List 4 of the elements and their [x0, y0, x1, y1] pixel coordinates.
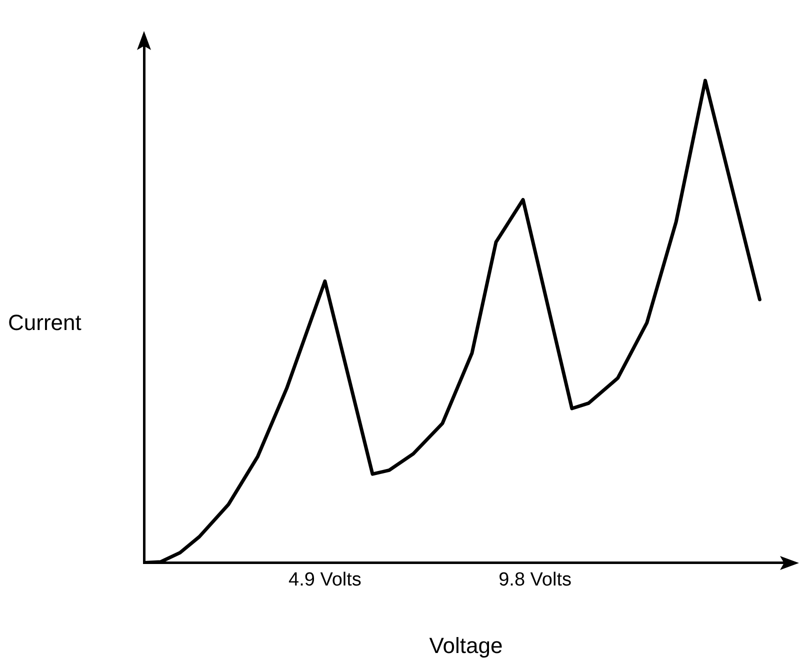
x-axis-title: Voltage [429, 632, 503, 658]
y-axis-title: Current [8, 310, 82, 336]
x-tick-label: 9.8 Volts [498, 569, 572, 590]
x-tick-label: 4.9 Volts [288, 569, 362, 590]
